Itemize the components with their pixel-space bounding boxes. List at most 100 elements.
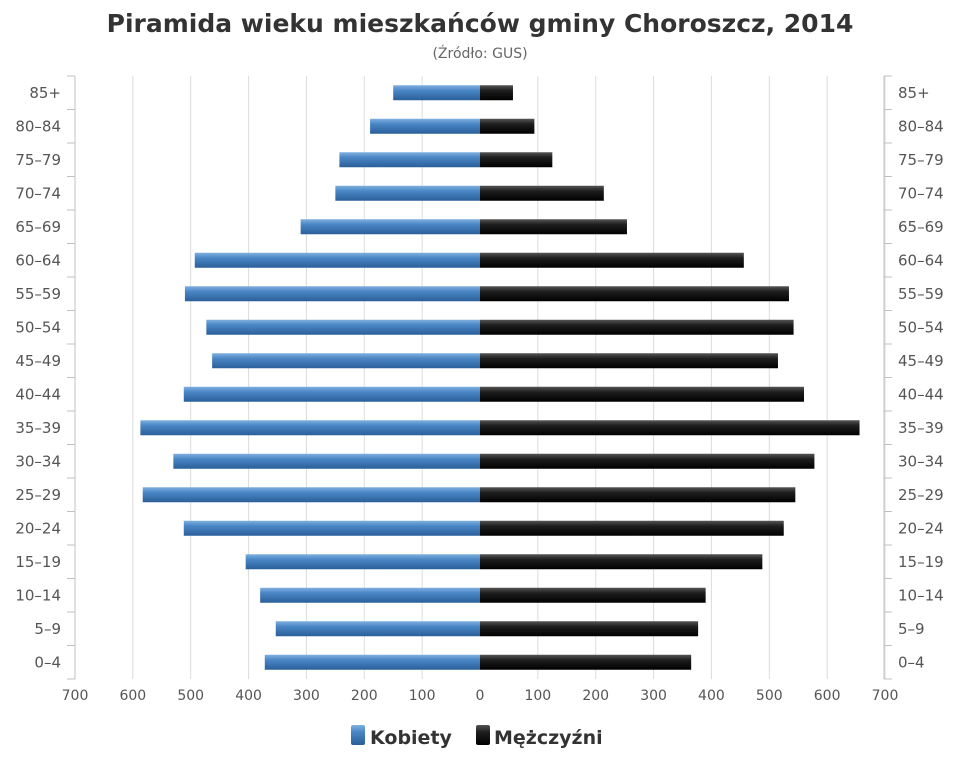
category-label-left: 10–14 <box>15 586 61 604</box>
x-tick-label: 300 <box>293 688 320 704</box>
bar-kobiety-45-49 <box>212 353 480 369</box>
category-label-right: 25–29 <box>898 486 944 504</box>
legend-swatch-kobiety <box>351 725 365 745</box>
bar-mezczyzni-80-84 <box>480 118 535 134</box>
category-label-right: 45–49 <box>898 352 944 370</box>
category-label-left: 30–34 <box>15 452 61 470</box>
bar-mezczyzni-85+ <box>480 85 513 101</box>
category-label-left: 75–79 <box>15 151 61 169</box>
bar-mezczyzni-65-69 <box>480 219 627 235</box>
category-label-left: 55–59 <box>15 285 61 303</box>
category-label-right: 85+ <box>898 84 930 102</box>
category-label-right: 70–74 <box>898 184 944 202</box>
bar-mezczyzni-75-79 <box>480 152 553 168</box>
bar-kobiety-30-34 <box>173 453 480 469</box>
x-tick-label: 0 <box>476 688 485 704</box>
category-label-left: 35–39 <box>15 419 61 437</box>
x-tick-label: 200 <box>582 688 609 704</box>
category-label-left: 20–24 <box>15 519 61 537</box>
category-label-right: 15–19 <box>898 553 944 571</box>
bar-kobiety-15-19 <box>245 554 480 570</box>
legend-item-mezczyzni[interactable]: Mężczyźni <box>476 725 603 749</box>
chart-title: Piramida wieku mieszkańców gminy Chorosz… <box>107 9 854 38</box>
category-label-right: 20–24 <box>898 519 944 537</box>
x-tick-label: 100 <box>409 688 436 704</box>
bar-kobiety-10-14 <box>260 587 480 603</box>
legend-item-kobiety[interactable]: Kobiety <box>351 725 453 749</box>
category-label-right: 60–64 <box>898 251 944 269</box>
category-label-right: 75–79 <box>898 151 944 169</box>
category-label-right: 35–39 <box>898 419 944 437</box>
x-tick-label: 700 <box>872 688 899 704</box>
bar-mezczyzni-25-29 <box>480 487 796 503</box>
x-tick-label: 500 <box>177 688 204 704</box>
category-label-left: 0–4 <box>34 653 61 671</box>
category-label-left: 45–49 <box>15 352 61 370</box>
bar-kobiety-75-79 <box>339 152 480 168</box>
axes <box>67 75 892 680</box>
bar-mezczyzni-55-59 <box>480 286 789 302</box>
bar-kobiety-25-29 <box>142 487 480 503</box>
category-label-left: 40–44 <box>15 385 61 403</box>
category-labels: 0–4 0–4 5–9 5–9 10–14 10–14 15–19 15–19 20–24 20–… <box>15 84 943 672</box>
category-label-left: 15–19 <box>15 553 61 571</box>
category-label-right: 65–69 <box>898 218 944 236</box>
bar-mezczyzni-40-44 <box>480 386 804 402</box>
bar-mezczyzni-15-19 <box>480 554 763 570</box>
x-tick-label: 400 <box>235 688 262 704</box>
bar-kobiety-55-59 <box>184 286 480 302</box>
bar-mezczyzni-20-24 <box>480 520 784 536</box>
category-label-right: 5–9 <box>898 620 925 638</box>
category-label-left: 65–69 <box>15 218 61 236</box>
category-label-left: 80–84 <box>15 117 61 135</box>
bar-kobiety-80-84 <box>370 118 480 134</box>
legend-label-mezczyzni: Mężczyźni <box>494 727 603 749</box>
x-tick-label: 600 <box>119 688 146 704</box>
bar-mezczyzni-70-74 <box>480 185 604 201</box>
bar-mezczyzni-30-34 <box>480 453 815 469</box>
bar-kobiety-40-44 <box>183 386 480 402</box>
bar-kobiety-65-69 <box>300 219 480 235</box>
category-label-right: 0–4 <box>898 653 925 671</box>
bar-mezczyzni-35-39 <box>480 420 860 436</box>
legend-swatch-mezczyzni <box>476 725 490 745</box>
x-tick-label: 300 <box>640 688 667 704</box>
x-tick-label: 600 <box>814 688 841 704</box>
x-tick-label: 400 <box>698 688 725 704</box>
bar-kobiety-0-4 <box>264 654 480 670</box>
bars <box>140 85 860 670</box>
category-label-right: 40–44 <box>898 385 944 403</box>
bar-mezczyzni-10-14 <box>480 587 706 603</box>
bar-kobiety-50-54 <box>206 319 481 335</box>
category-label-right: 55–59 <box>898 285 944 303</box>
category-label-left: 85+ <box>29 84 61 102</box>
category-label-left: 25–29 <box>15 486 61 504</box>
bar-kobiety-20-24 <box>183 520 480 536</box>
category-label-left: 60–64 <box>15 251 61 269</box>
legend: Kobiety Mężczyźni <box>351 725 603 749</box>
x-tick-label: 500 <box>756 688 783 704</box>
category-label-right: 50–54 <box>898 318 944 336</box>
bar-mezczyzni-5-9 <box>480 621 699 637</box>
bar-mezczyzni-50-54 <box>480 319 794 335</box>
bar-mezczyzni-60-64 <box>480 252 744 268</box>
bar-kobiety-35-39 <box>140 420 480 436</box>
chart-subtitle: (Źródło: GUS) <box>432 44 527 62</box>
x-tick-label: 200 <box>351 688 378 704</box>
x-tick-label: 100 <box>524 688 551 704</box>
category-label-right: 80–84 <box>898 117 944 135</box>
bar-kobiety-60-64 <box>194 252 480 268</box>
bar-mezczyzni-0-4 <box>480 654 692 670</box>
x-tick-label: 700 <box>62 688 89 704</box>
bar-kobiety-5-9 <box>275 621 480 637</box>
x-tick-labels: 700 600 500 400 300 200 100 0 100 200 300 400 500 600… <box>62 688 899 704</box>
category-label-left: 50–54 <box>15 318 61 336</box>
category-label-right: 10–14 <box>898 586 944 604</box>
bar-kobiety-70-74 <box>335 185 480 201</box>
bar-kobiety-85+ <box>393 85 480 101</box>
category-label-left: 5–9 <box>34 620 61 638</box>
bar-mezczyzni-45-49 <box>480 353 778 369</box>
legend-label-kobiety: Kobiety <box>370 727 453 749</box>
category-label-left: 70–74 <box>15 184 61 202</box>
